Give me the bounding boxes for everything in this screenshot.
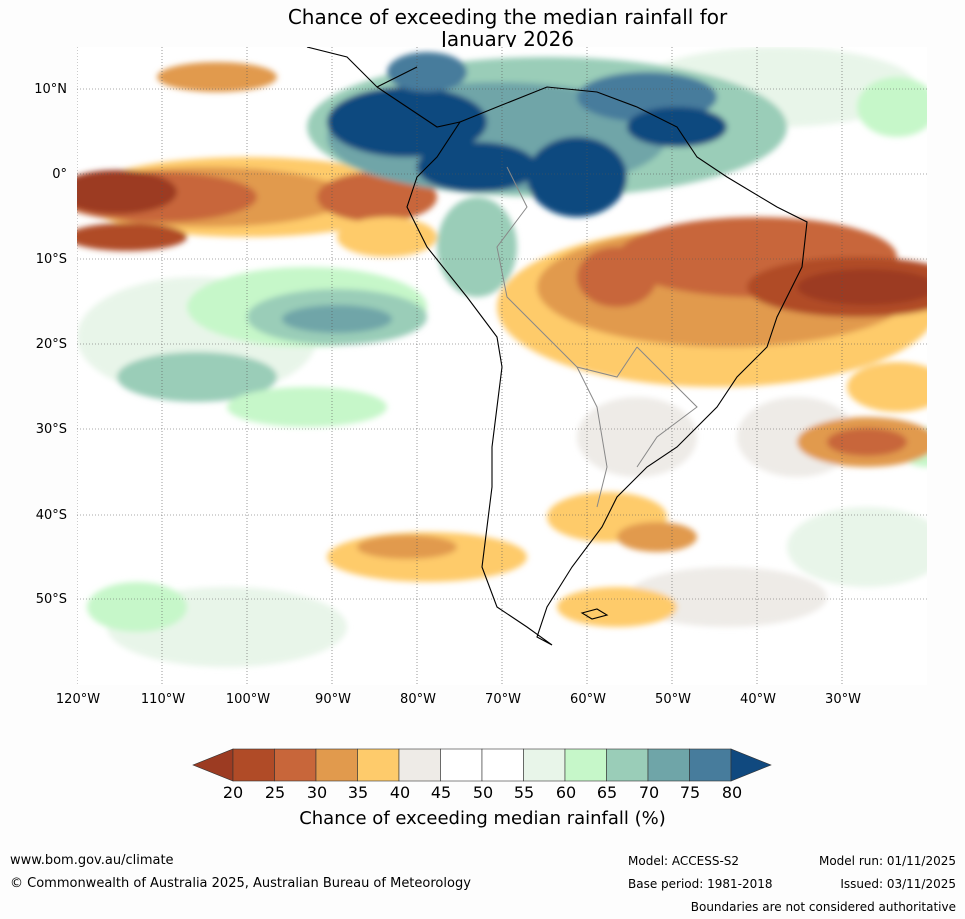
colorbar-segment: [398, 748, 441, 782]
lat-label: 0°: [52, 167, 67, 182]
field-region: [357, 535, 457, 559]
field-region: [437, 197, 517, 297]
colorbar-tick: 30: [306, 783, 328, 802]
field-region: [337, 217, 437, 257]
colorbar-extend-high: [730, 748, 772, 782]
country-borders: [496, 166, 698, 508]
border: [496, 166, 638, 378]
colorbar-segment: [523, 748, 566, 782]
footer-base-period: Base period: 1981-2018: [628, 877, 773, 891]
lat-label: 50°S: [35, 592, 67, 607]
lon-label: 40°W: [740, 692, 776, 707]
colorbar-tick: 70: [638, 783, 660, 802]
lat-label: 40°S: [35, 508, 67, 523]
rainfall-map: [77, 47, 927, 685]
footer-model-run: Model run: 01/11/2025: [818, 854, 956, 868]
colorbar-segment: [274, 748, 317, 782]
colorbar-segment: [357, 748, 400, 782]
field-region: [317, 172, 437, 222]
colorbar-tick: 20: [222, 783, 244, 802]
colorbar-tick: 40: [389, 783, 411, 802]
map-title-line1: Chance of exceeding the median rainfall …: [287, 5, 728, 29]
footer-model: Model: ACCESS-S2: [628, 854, 740, 868]
colorbar-segment: [606, 748, 649, 782]
lat-label: 30°S: [35, 422, 67, 437]
colorbar-label: Chance of exceeding median rainfall (%): [299, 808, 666, 829]
colorbar-tick: 55: [513, 783, 535, 802]
field-region: [617, 522, 697, 552]
colorbar-tick: 75: [679, 783, 701, 802]
field-region: [787, 507, 927, 587]
lon-label: 70°W: [485, 692, 521, 707]
colorbar-segment: [647, 748, 690, 782]
colorbar-segment: [232, 748, 275, 782]
colorbar-segment: [481, 748, 524, 782]
colorbar-tick: 25: [264, 783, 286, 802]
colorbar-segment: [315, 748, 358, 782]
lon-label: 80°W: [400, 692, 436, 707]
field-region: [77, 223, 187, 251]
colorbar-tick: 80: [721, 783, 743, 802]
colorbar-segment: [689, 748, 732, 782]
colorbar-segment: [440, 748, 483, 782]
lat-label: 10°S: [35, 252, 67, 267]
field-region: [797, 269, 927, 305]
border: [576, 366, 608, 508]
footer-issued: Issued: 03/11/2025: [840, 877, 956, 891]
colorbar-tick: 50: [472, 783, 494, 802]
colorbar-tick: 45: [430, 783, 452, 802]
footer-url[interactable]: www.bom.gov.au/climate: [10, 853, 174, 868]
colorbar: [192, 748, 772, 782]
coastlines: [306, 47, 808, 646]
footer-disclaimer: Boundaries are not considered authoritat…: [690, 900, 956, 914]
map-title-line2: January 2026: [440, 27, 575, 51]
colorbar-tick: 60: [555, 783, 577, 802]
field-region: [627, 567, 827, 627]
lon-label: 90°W: [315, 692, 351, 707]
field-region: [857, 77, 927, 137]
field-region: [282, 305, 392, 333]
field-region: [227, 387, 387, 427]
field-region: [87, 582, 187, 632]
field-region: [157, 62, 277, 92]
lon-label: 120°W: [55, 692, 101, 707]
field-region: [827, 428, 907, 456]
field-region: [77, 170, 177, 214]
field-region: [847, 362, 927, 412]
colorbar-tick: 35: [347, 783, 369, 802]
lon-label: 50°W: [655, 692, 691, 707]
lon-label: 110°W: [140, 692, 186, 707]
south-america-coast: [406, 86, 808, 646]
colorbar-tick: 65: [596, 783, 618, 802]
colorbar-extend-low: [192, 748, 234, 782]
lon-label: 30°W: [825, 692, 861, 707]
border: [636, 346, 698, 468]
lat-label: 10°N: [34, 82, 67, 97]
field-region: [577, 247, 657, 307]
field-region: [327, 87, 487, 157]
field-region: [577, 397, 697, 477]
falkland-islands: [580, 608, 609, 620]
field-region: [557, 587, 677, 627]
central-america-coast: [306, 47, 461, 128]
lon-label: 100°W: [225, 692, 271, 707]
colorbar-segment: [564, 748, 607, 782]
field-region: [417, 142, 537, 192]
field-region: [387, 52, 467, 92]
lat-label: 20°S: [35, 337, 67, 352]
field-region: [117, 352, 277, 402]
footer-copyright: © Commonwealth of Australia 2025, Austra…: [10, 876, 471, 891]
field-region: [527, 137, 627, 217]
lon-label: 60°W: [570, 692, 606, 707]
